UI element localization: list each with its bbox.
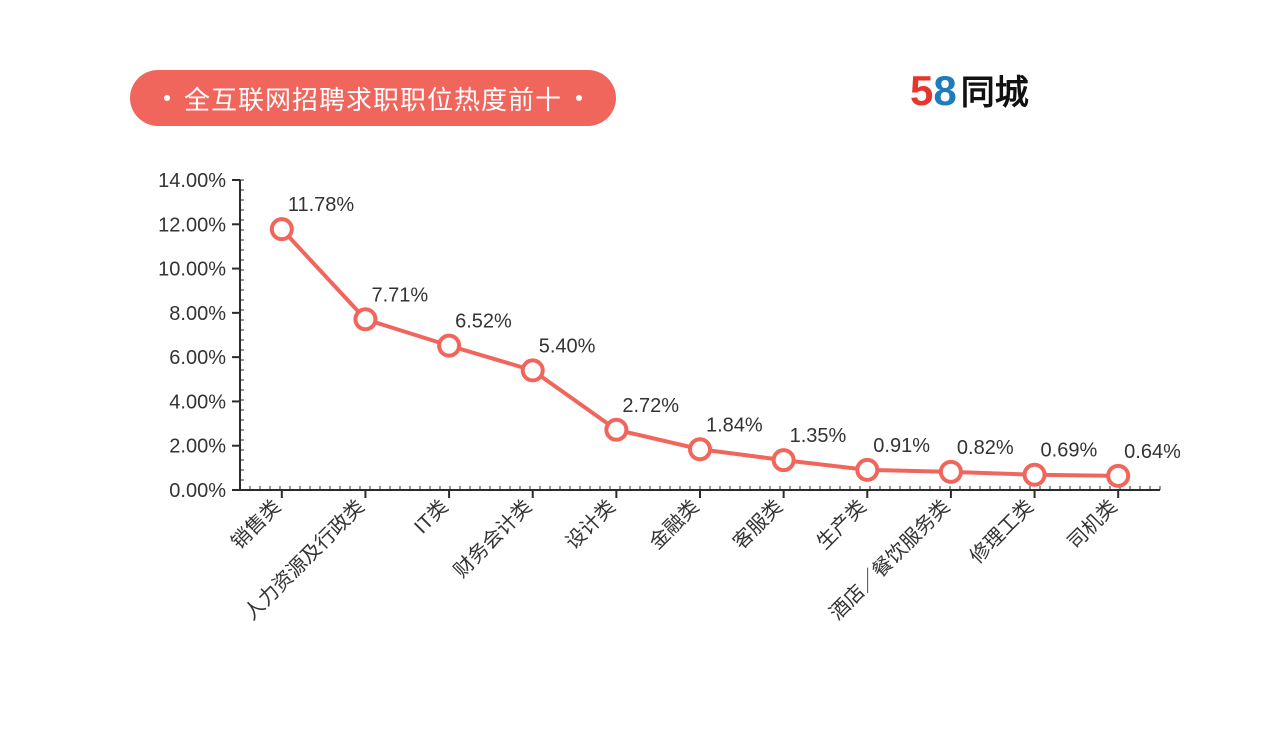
value-label: 0.91% — [873, 435, 930, 457]
value-label: 0.82% — [957, 437, 1014, 459]
value-label: 1.35% — [790, 425, 847, 447]
chart-container: 0.00% 2.00% 4.00% 6.00% 8.00% 10.00% 12.00% 14.… — [120, 160, 1180, 680]
logo-58: 58 — [910, 70, 957, 112]
y-tick-label: 2.00% — [169, 436, 226, 458]
data-marker — [1025, 465, 1045, 485]
value-label: 6.52% — [455, 311, 512, 333]
y-tick-label: 8.00% — [169, 303, 226, 325]
value-label: 5.40% — [539, 335, 596, 357]
y-tick-label: 14.00% — [158, 170, 226, 192]
x-category-label: 金融类 — [645, 495, 704, 554]
value-label: 2.72% — [622, 395, 679, 417]
chart-title: 全互联网招聘求职职位热度前十 — [184, 80, 562, 117]
x-category-label: 生产类 — [812, 495, 871, 554]
data-marker — [690, 439, 710, 459]
x-category-label: IT类 — [410, 495, 453, 538]
y-tick-label: 4.00% — [169, 391, 226, 413]
value-label: 11.78% — [288, 194, 355, 216]
logo-digit-8: 8 — [933, 70, 956, 112]
line-chart: 0.00% 2.00% 4.00% 6.00% 8.00% 10.00% 12.00% 14.… — [120, 160, 1180, 680]
data-marker — [355, 309, 375, 329]
data-marker — [857, 460, 877, 480]
value-label: 1.84% — [706, 414, 763, 436]
page-root: 全互联网招聘求职职位热度前十 58 同城 0.00% 2.00% 4.00% 6.00… — [0, 0, 1270, 736]
data-marker — [606, 420, 626, 440]
data-marker — [774, 450, 794, 470]
data-marker — [941, 462, 961, 482]
title-pill: 全互联网招聘求职职位热度前十 — [130, 70, 616, 126]
brand-logo: 58 同城 — [910, 70, 1029, 112]
data-marker — [523, 360, 543, 380]
title-dot-left — [164, 95, 170, 101]
x-category-label: 司机类 — [1063, 495, 1122, 554]
logo-digit-5: 5 — [910, 70, 933, 112]
x-category-label: 修理工类 — [965, 495, 1038, 568]
data-marker — [1108, 466, 1128, 486]
logo-text-tc: 同城 — [961, 76, 1029, 110]
y-tick-label: 6.00% — [169, 347, 226, 369]
x-category-label: 客服类 — [728, 495, 787, 554]
x-category-label: 设计类 — [561, 495, 620, 554]
data-marker — [439, 336, 459, 356]
value-label: 0.64% — [1124, 441, 1180, 463]
y-tick-label: 0.00% — [169, 480, 226, 502]
value-label: 7.71% — [371, 284, 428, 306]
y-tick-label: 12.00% — [158, 214, 226, 236]
title-dot-right — [576, 95, 582, 101]
value-label: 0.69% — [1041, 440, 1098, 462]
y-tick-label: 10.00% — [158, 259, 226, 281]
x-category-label: 财务会计类 — [449, 495, 536, 582]
data-marker — [272, 219, 292, 239]
x-category-label: 销售类 — [227, 495, 286, 554]
